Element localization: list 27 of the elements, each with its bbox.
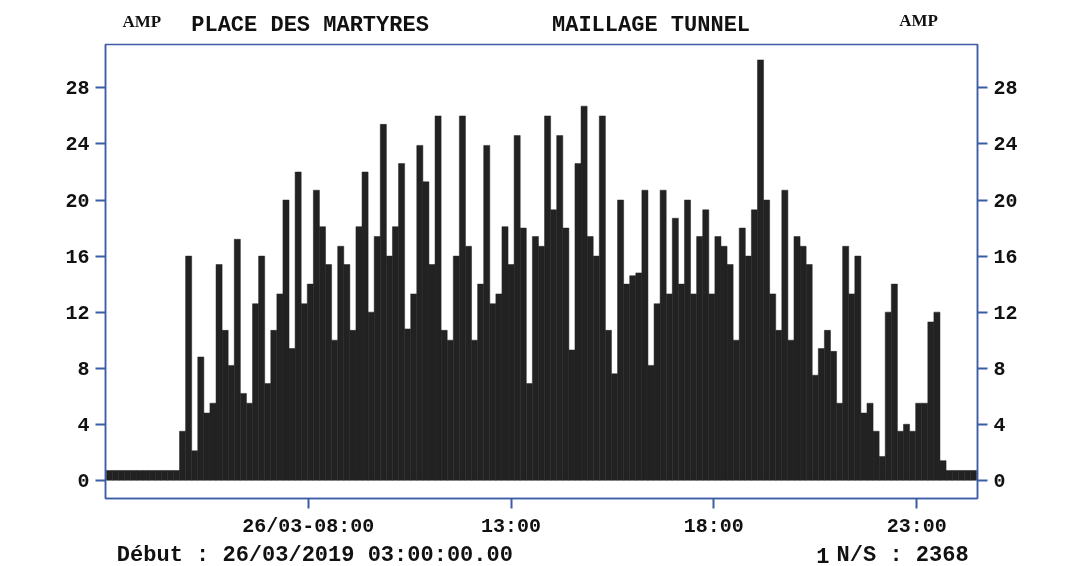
y-tick-label: 28 (65, 77, 90, 101)
x-tick-label: 26/03-08:00 (242, 514, 375, 538)
y2-tick-label: 8 (993, 357, 1006, 381)
x-tick-label: 18:00 (683, 514, 744, 538)
y-tick-label: 8 (77, 357, 90, 381)
y2-tick-label: 4 (993, 413, 1006, 437)
y2-tick-label: 0 (993, 469, 1006, 493)
y-tick-label: 12 (65, 301, 90, 325)
y2-axis-title: AMP (899, 11, 938, 30)
y-tick-label: 4 (77, 413, 90, 437)
text: Début : 26/03/2019 03:00:00.00 (116, 543, 513, 566)
y2-tick-label: 20 (993, 189, 1018, 213)
y2-tick-label: 16 (993, 245, 1018, 269)
chart-title: PLACE DES MARTYRES (191, 13, 429, 38)
y-tick-label: 24 (65, 133, 90, 157)
text: 1 (816, 545, 830, 566)
y-tick-label: 16 (65, 245, 90, 269)
x-tick-label: 23:00 (886, 514, 947, 538)
y-tick-label: 20 (65, 189, 90, 213)
y2-tick-label: 28 (993, 77, 1018, 101)
text: N/S : 2368 (836, 543, 969, 566)
y2-tick-label: 24 (993, 133, 1018, 157)
x-tick-label: 13:00 (481, 514, 542, 538)
y-tick-label: 0 (77, 469, 90, 493)
y2-tick-label: 12 (993, 301, 1018, 325)
chart-subtitle: MAILLAGE TUNNEL (552, 13, 751, 38)
y-axis-title: AMP (122, 12, 162, 31)
